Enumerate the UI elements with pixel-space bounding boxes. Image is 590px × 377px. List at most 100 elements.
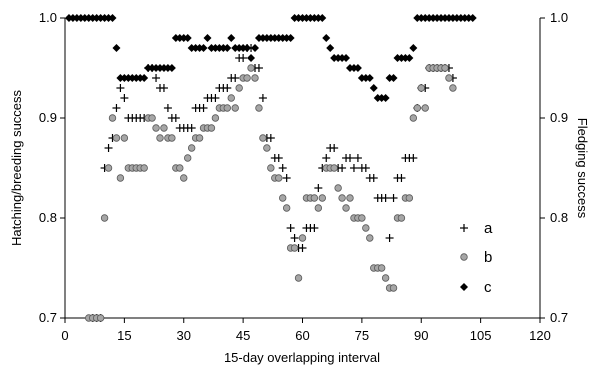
data-point-a (112, 104, 121, 112)
data-point-a (116, 84, 125, 92)
data-point-b (251, 74, 259, 82)
data-point-a (314, 184, 323, 192)
data-point-b (413, 104, 421, 112)
data-point-b (318, 194, 326, 202)
data-point-a (266, 134, 275, 142)
data-point-c (140, 74, 149, 82)
legend-label-b: b (484, 249, 492, 266)
data-point-c (468, 14, 477, 22)
data-point-a (298, 244, 307, 252)
y-axis-left-title: Hatching/breeding success (9, 89, 24, 246)
series-layer (64, 14, 477, 322)
legend-label-c: c (484, 279, 492, 296)
data-point-b (235, 84, 243, 92)
data-point-c (389, 74, 398, 82)
data-point-b (389, 284, 398, 292)
data-point-c (365, 74, 374, 82)
data-point-b (211, 114, 220, 122)
data-point-b (441, 64, 449, 72)
data-point-a (282, 174, 291, 182)
data-point-b (195, 134, 204, 142)
data-point-b (421, 104, 429, 112)
y-left-tick-label: 1.0 (39, 10, 57, 25)
data-point-c (322, 34, 331, 42)
data-point-b (247, 64, 255, 72)
legend-marker-a (460, 224, 468, 232)
x-tick-label: 75 (355, 328, 369, 343)
data-point-c (381, 94, 390, 102)
data-point-b (156, 134, 164, 142)
data-point-c (167, 64, 176, 72)
y-axis-right-ticks: 0.7 0.8 0.9 1.0 (540, 10, 568, 325)
data-point-a (211, 94, 220, 102)
legend-marks (460, 224, 468, 291)
data-point-b (417, 84, 425, 92)
legend-marker-c (460, 283, 468, 291)
data-point-c (318, 14, 327, 22)
data-point-b (148, 114, 156, 122)
data-point-a (286, 224, 295, 232)
data-point-b (397, 214, 406, 222)
data-point-b (338, 194, 346, 202)
data-point-a (254, 64, 263, 72)
series-b (85, 64, 457, 322)
data-point-b (282, 204, 291, 212)
data-point-a (187, 124, 196, 132)
y-left-tick-label: 0.9 (39, 110, 57, 125)
y-left-tick-label: 0.7 (39, 310, 57, 325)
data-point-c (369, 84, 378, 92)
data-point-a (171, 114, 180, 122)
data-point-b (207, 124, 216, 132)
data-point-b (160, 124, 168, 132)
y-right-tick-label: 0.7 (550, 310, 568, 325)
data-point-a (338, 164, 347, 172)
x-axis-title: 15-day overlapping interval (224, 350, 380, 365)
data-point-b (223, 104, 231, 112)
data-point-c (286, 34, 295, 42)
data-point-b (259, 134, 267, 142)
data-point-b (334, 184, 342, 192)
data-point-a (349, 164, 358, 172)
y-axis-left-ticks: 0.7 0.8 0.9 1.0 (39, 10, 65, 325)
legend-label-a: a (484, 220, 493, 237)
data-point-b (227, 94, 235, 102)
data-point-b (449, 84, 457, 92)
data-point-b (275, 174, 283, 182)
data-point-b (184, 154, 192, 162)
x-tick-label: 15 (117, 328, 131, 343)
data-point-a (231, 74, 240, 82)
data-point-a (278, 164, 287, 172)
data-point-c (243, 44, 252, 52)
data-point-b (100, 214, 109, 222)
data-point-a (290, 234, 299, 242)
data-point-a (346, 154, 354, 162)
data-point-b (358, 214, 366, 222)
data-point-a (163, 104, 172, 112)
data-point-a (397, 174, 406, 182)
data-point-c (183, 34, 192, 42)
data-point-a (199, 104, 208, 112)
data-point-b (180, 174, 188, 182)
y-axis-right-title: Fledging success (575, 118, 590, 219)
data-point-a (152, 74, 161, 82)
data-point-b (366, 234, 374, 242)
data-point-c (353, 64, 362, 72)
series-a (88, 44, 457, 322)
data-point-b (120, 134, 129, 142)
data-point-b (279, 194, 287, 202)
data-point-b (294, 274, 303, 282)
data-point-b (243, 74, 251, 82)
data-point-b (112, 134, 121, 142)
data-point-b (314, 204, 323, 212)
data-point-b (104, 164, 113, 172)
data-point-b (330, 164, 338, 172)
data-point-b (290, 244, 299, 252)
y-right-tick-label: 1.0 (550, 10, 568, 25)
data-point-a (310, 224, 319, 232)
data-point-b (377, 264, 386, 272)
data-point-c (251, 44, 259, 52)
data-point-a (104, 144, 113, 152)
data-point-b (255, 104, 263, 112)
data-point-a (369, 174, 378, 182)
x-tick-label: 45 (236, 328, 250, 343)
